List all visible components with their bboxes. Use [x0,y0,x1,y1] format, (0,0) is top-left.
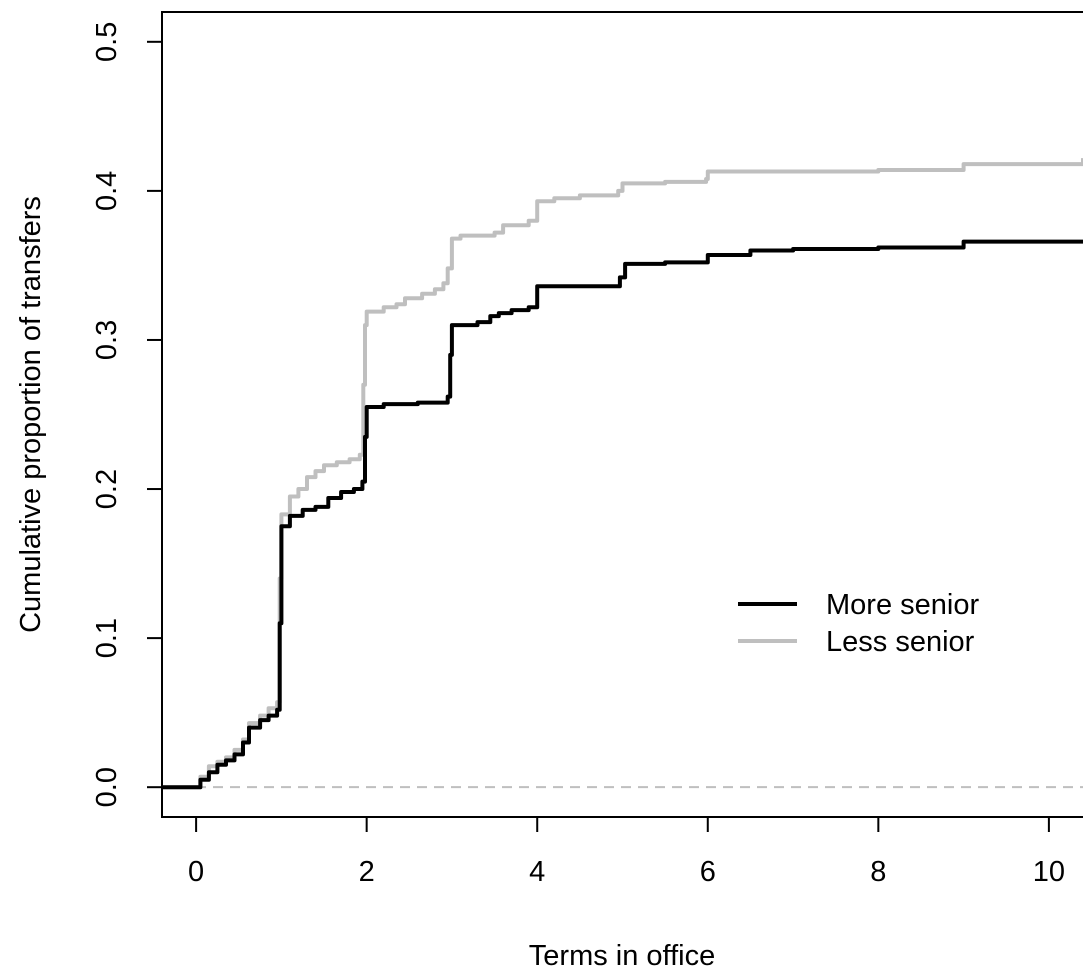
x-tick-label: 0 [188,856,204,888]
series-line-0 [162,242,1083,788]
y-tick-label: 0.2 [91,469,123,509]
legend-label-less-senior: Less senior [826,626,975,658]
y-tick-label: 0.0 [91,767,123,807]
plot-frame [162,12,1083,817]
x-tick-label: 2 [359,856,375,888]
y-tick-label: 0.5 [91,22,123,62]
x-axis-title: Terms in office [529,940,715,972]
y-tick-label: 0.1 [91,618,123,658]
y-tick-label: 0.4 [91,171,123,211]
legend: More senior Less senior [738,589,979,658]
x-tick-label: 6 [700,856,716,888]
y-tick-label: 0.3 [91,320,123,360]
y-axis: 0.0 0.1 0.2 0.3 0.4 0.5 [91,22,162,808]
x-axis: 0 2 4 6 8 10 [188,817,1065,888]
series-line-1 [162,158,1083,787]
x-tick-label: 4 [529,856,545,888]
x-tick-label: 8 [870,856,886,888]
y-axis-title: Cumulative proportion of transfers [15,196,47,633]
series-layer [162,158,1083,787]
legend-label-more-senior: More senior [826,589,979,621]
x-tick-label: 10 [1033,856,1065,888]
